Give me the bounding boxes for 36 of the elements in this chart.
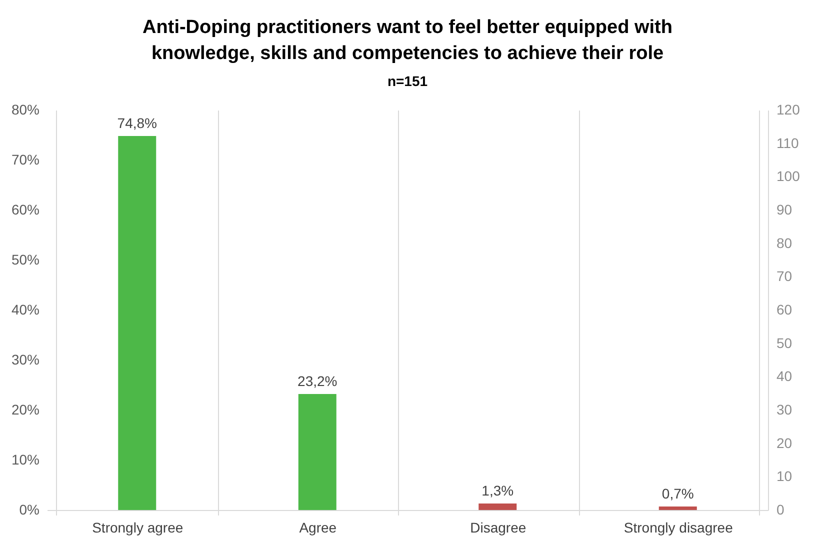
y2-tick-label: 20 [776,434,792,451]
x-tick-label: Agree [299,520,337,536]
x-tick-label: Disagree [470,520,526,536]
y-tick-label: 30% [11,352,40,368]
y-tick-label: 80% [11,102,40,118]
y-tick-label: 70% [11,152,40,168]
y2-tick-label: 110 [776,134,800,151]
y-tick-label: 60% [11,202,40,218]
data-label: 0,7% [662,486,694,502]
y2-tick-label: 0 [776,502,784,518]
data-label: 74,8% [117,115,157,131]
y2-tick-label: 40 [776,368,792,384]
y2-tick-label: 120 [776,102,800,118]
x-tick-label: Strongly disagree [624,520,734,536]
data-label: 23,2% [298,373,338,389]
y-tick-label: 20% [11,402,40,418]
bar [118,136,156,510]
y2-tick-label: 80 [776,234,792,251]
chart-subtitle: n=151 [387,73,428,89]
data-label: 1,3% [482,482,514,498]
y2-tick-label: 90 [776,202,792,218]
y2-tick-label: 100 [776,168,800,184]
chart-title: Anti-Doping practitioners want to feel better equipped with knowledge, skills and competencies to achieve their role [142,17,672,64]
y-tick-label: 10% [11,452,40,468]
y2-tick-label: 10 [776,468,792,484]
y2-tick-label: 30 [776,402,792,418]
y-tick-label: 40% [11,302,40,318]
x-tick-label: Strongly agree [92,520,184,536]
y-tick-label: 50% [11,252,40,268]
bar [298,394,336,510]
bar [478,504,517,510]
bar [658,506,697,510]
y2-tick-label: 60 [776,302,792,318]
y2-tick-label: 50 [776,334,792,351]
y-tick-label: 0% [19,502,40,518]
y2-tick-label: 70 [776,268,792,284]
